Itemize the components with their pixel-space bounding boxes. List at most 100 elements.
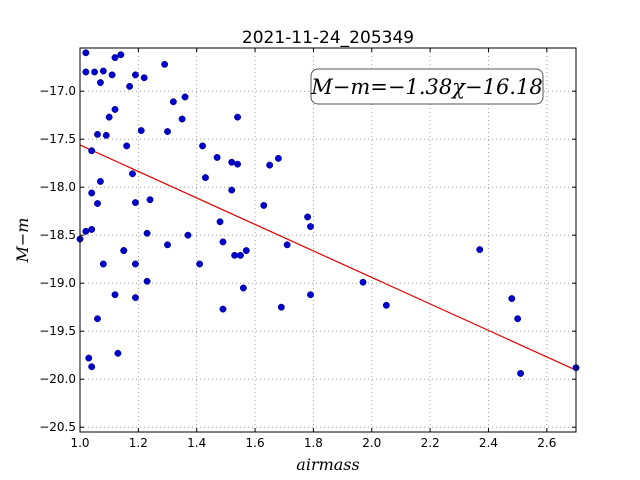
data-point (111, 54, 119, 62)
data-point (219, 238, 227, 246)
x-tick-label: 1.8 (304, 436, 323, 450)
data-point (143, 277, 151, 285)
data-point (178, 115, 186, 123)
y-tick-label: −20.5 (39, 420, 76, 434)
data-point (181, 93, 189, 101)
data-point (277, 303, 285, 311)
data-point (85, 354, 93, 362)
data-point (234, 160, 242, 168)
data-point (120, 247, 128, 255)
data-point (202, 174, 209, 182)
data-point (96, 79, 104, 87)
data-point (94, 200, 101, 207)
fit-equation: M−m=−1.38χ−16.18 (310, 75, 542, 99)
data-point (126, 82, 134, 90)
data-point (184, 231, 192, 239)
data-point (94, 315, 101, 323)
x-tick-label: 1.4 (187, 436, 206, 450)
x-tick-label: 2.2 (421, 436, 440, 450)
data-point (114, 349, 122, 357)
data-point (88, 363, 96, 371)
data-point (117, 51, 125, 59)
data-point (213, 153, 221, 161)
x-tick-label: 1.0 (70, 436, 89, 450)
data-point (382, 301, 390, 309)
y-tick-label: −19.0 (39, 276, 76, 290)
data-point (88, 147, 96, 155)
data-point (140, 74, 148, 82)
y-tick-label: −20.0 (39, 372, 76, 386)
x-tick-label: 2.0 (362, 436, 381, 450)
data-point (88, 189, 96, 197)
data-point (94, 130, 101, 138)
data-point (237, 251, 244, 259)
data-point (216, 218, 224, 226)
data-point (131, 199, 139, 207)
grid-lines (79, 48, 576, 432)
data-point (131, 260, 139, 268)
fit-line (79, 144, 577, 371)
chart-title: 2021-11-24_205349 (242, 28, 414, 48)
x-tick-label: 1.2 (129, 436, 148, 450)
y-tick-label: −18.5 (39, 228, 76, 242)
data-point (234, 113, 242, 121)
data-point (88, 225, 96, 233)
fit-equation-box: M−m=−1.38χ−16.18 (310, 68, 544, 105)
data-point (137, 127, 145, 135)
data-point (99, 67, 107, 75)
data-point (146, 196, 154, 204)
data-point (82, 68, 90, 76)
data-point (102, 131, 110, 139)
x-tick-label: 1.6 (246, 436, 265, 450)
data-point (123, 142, 131, 150)
data-point (131, 71, 139, 79)
data-point (111, 105, 119, 113)
data-point (508, 295, 516, 303)
data-point (129, 170, 136, 178)
data-point (164, 241, 171, 249)
data-point (239, 284, 247, 292)
data-point (108, 71, 116, 79)
data-point (164, 128, 171, 135)
data-point (91, 68, 99, 76)
data-point (199, 142, 206, 150)
data-point (161, 60, 169, 68)
data-point (476, 246, 484, 254)
data-point (143, 229, 151, 237)
data-point (131, 294, 139, 302)
y-tick-label: −18.0 (39, 180, 76, 194)
data-point (105, 113, 113, 121)
y-tick-label: −17.0 (39, 84, 76, 98)
axis-ticks: 1.0 1.2 1.4 1.6 1.8 2.0 2.2 2.4 2.6 −17.0 −17.5 −18… (39, 48, 576, 450)
data-point (111, 291, 119, 299)
data-point (82, 227, 90, 235)
data-point (231, 251, 239, 259)
data-point (228, 158, 236, 166)
data-point (82, 49, 90, 57)
data-point (304, 213, 312, 221)
data-point (219, 305, 227, 313)
data-point (242, 247, 250, 255)
data-point (99, 260, 107, 268)
data-point (517, 369, 525, 377)
data-point (274, 154, 282, 162)
y-tick-label: −17.5 (39, 132, 76, 146)
x-tick-label: 2.4 (479, 436, 498, 450)
data-point (514, 315, 522, 323)
y-axis-label: M−m (13, 218, 32, 264)
x-tick-label: 2.6 (537, 436, 556, 450)
data-point (307, 291, 314, 299)
plot-frame (79, 47, 577, 433)
x-axis-label: airmass (296, 455, 359, 474)
data-point (260, 201, 268, 209)
data-point (266, 161, 274, 169)
data-points (76, 49, 580, 377)
data-point (196, 260, 204, 268)
data-point (359, 278, 367, 286)
data-point (307, 223, 314, 231)
data-point (228, 186, 236, 194)
data-point (96, 177, 104, 185)
y-tick-label: −19.5 (39, 324, 76, 338)
data-point (169, 98, 177, 106)
